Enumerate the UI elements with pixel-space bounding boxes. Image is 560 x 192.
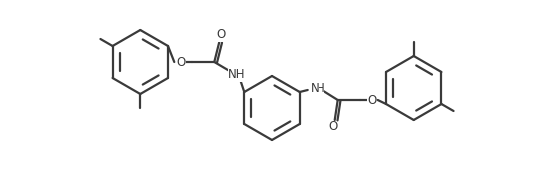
Text: N: N <box>311 81 319 94</box>
Text: O: O <box>328 121 337 133</box>
Text: O: O <box>367 94 376 107</box>
Text: O: O <box>176 55 186 69</box>
Text: H: H <box>316 81 324 94</box>
Text: O: O <box>217 28 226 41</box>
Text: NH: NH <box>227 69 245 81</box>
